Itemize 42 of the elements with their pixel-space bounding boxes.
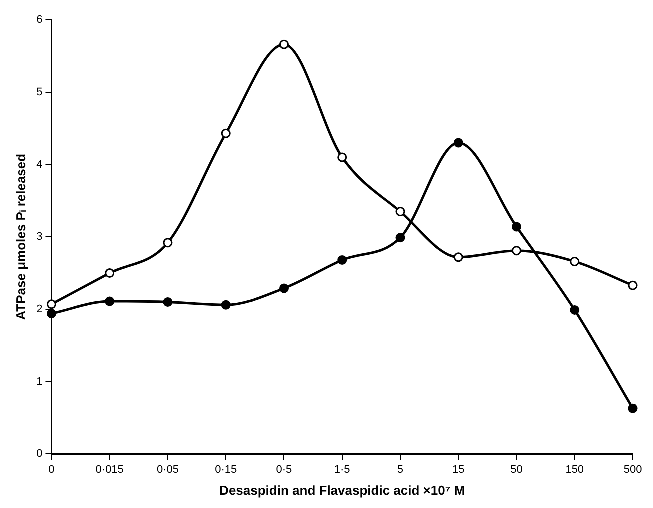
point — [570, 305, 580, 315]
x-tick-label: 500 — [624, 464, 642, 476]
point — [454, 252, 464, 262]
point — [105, 268, 115, 278]
point — [46, 300, 56, 310]
x-tick-label: 0·15 — [215, 464, 238, 476]
x-tick-label: 0·05 — [156, 464, 179, 476]
x-tick-label: 50 — [510, 464, 523, 476]
point — [279, 40, 289, 50]
y-axis-title: ATPase μmoles Pᵢ released — [13, 154, 28, 320]
x-tick-label: 15 — [452, 464, 465, 476]
point — [570, 256, 580, 266]
x-axis-title: Desaspidin and Flavaspidic acid ×10⁷ M — [220, 482, 466, 498]
point — [163, 238, 173, 248]
point — [279, 284, 289, 294]
point — [396, 233, 406, 243]
y-tick-label: 3 — [36, 231, 43, 244]
y-tick-label: 1 — [36, 376, 43, 388]
x-tick-label: 0 — [48, 464, 55, 476]
point — [454, 138, 464, 148]
y-tick-label: 5 — [36, 86, 43, 98]
x-tick-label: 150 — [566, 464, 584, 476]
point — [338, 152, 348, 162]
point — [46, 309, 56, 319]
x-tick-label: 0·5 — [276, 464, 292, 476]
point — [221, 128, 231, 138]
x-tick-label: 0·015 — [96, 464, 124, 476]
y-tick-label: 2 — [36, 304, 43, 316]
point — [628, 280, 638, 290]
point — [512, 222, 522, 232]
point — [163, 297, 173, 307]
x-tick-label: 5 — [397, 464, 404, 476]
y-tick-label: 4 — [36, 158, 43, 171]
point — [338, 256, 348, 266]
point — [221, 300, 231, 310]
point — [105, 296, 115, 306]
y-tick-label: 6 — [36, 14, 43, 26]
point — [512, 246, 522, 256]
point — [396, 207, 406, 217]
x-tick-label: 1·5 — [334, 464, 350, 476]
y-tick-label: 0 — [36, 448, 43, 460]
point — [628, 404, 638, 414]
